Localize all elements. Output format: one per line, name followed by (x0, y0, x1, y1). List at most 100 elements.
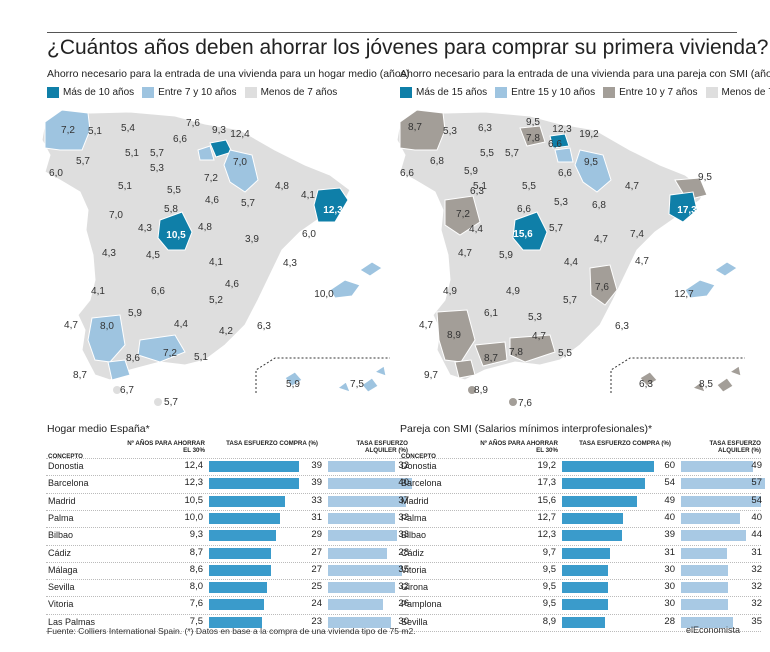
navarra-shape (574, 149, 612, 193)
map-region-value: 6,8 (430, 156, 444, 167)
rent-value: 32 (398, 581, 409, 593)
map-region-value: 4,7 (532, 331, 546, 342)
madrid-shape (157, 211, 193, 251)
rent-value: 37 (398, 494, 409, 506)
map-region-value: 4,7 (419, 320, 433, 331)
row-years: 12,7 (537, 511, 557, 523)
row-years: 7,6 (189, 598, 203, 610)
buy-value: 25 (311, 581, 322, 593)
map-region-value: 4,9 (443, 286, 457, 297)
rent-bar (681, 599, 728, 611)
col-header-years: Nº AÑOS PARA AHORRAR EL 30% (480, 440, 558, 454)
row-divider (46, 527, 408, 529)
rent-value: 49 (751, 460, 762, 471)
row-years: 8,9 (542, 615, 556, 627)
map-left-legend: Más de 10 años Entre 7 y 10 años Menos d… (47, 85, 345, 99)
bilbao-shape (519, 125, 546, 147)
map-region-value: 7,2 (163, 348, 177, 359)
spain-mainland-shape (41, 109, 351, 381)
map-region-value: 5,5 (480, 148, 494, 159)
row-years: 12,3 (537, 529, 557, 541)
map-region-value: 4,7 (635, 256, 649, 267)
rent-bar (681, 564, 728, 576)
buy-value: 28 (664, 615, 675, 627)
row-divider (399, 561, 761, 563)
col-header-rent: TASA ESFUERZO ALQUILER (%) (709, 440, 761, 454)
rent-bar (328, 512, 395, 524)
legend-swatch (495, 86, 508, 98)
legend-swatch (142, 86, 155, 98)
map-left-labels: 7,2 5,1 5,4 7,6 9,3 12,4 6,6 5,7 5,1 7,0 6,0 5,3 5,7… (49, 118, 364, 408)
rent-bar (681, 582, 728, 594)
map-region-value: 7,2 (204, 173, 218, 184)
baleares-shape (329, 261, 383, 299)
rent-bar (681, 547, 727, 559)
map-region-value: 6,6 (548, 139, 562, 150)
row-years: 8,6 (189, 563, 203, 575)
row-divider (399, 579, 761, 581)
rent-bar (328, 530, 397, 542)
map-region-value: 7,2 (61, 125, 75, 136)
map-region-value: 10,0 (314, 289, 334, 300)
buy-value: 30 (664, 563, 675, 575)
map-region-value: 5,7 (164, 397, 178, 408)
map-region-value: 7,6 (595, 282, 609, 293)
map-region-value: 9,7 (424, 370, 438, 381)
row-concept: Cádiz (401, 547, 425, 558)
legend-swatch (603, 86, 616, 98)
map-region-value: 6,3 (257, 321, 271, 332)
map-region-value: 4,7 (625, 181, 639, 192)
rent-value: 44 (751, 529, 762, 541)
map-right-legend: Más de 15 años Entre 15 y 10 años Entre … (400, 85, 770, 99)
row-divider (399, 527, 761, 529)
row-years: 9,7 (542, 546, 556, 558)
rent-bar (681, 530, 746, 542)
row-years: 8,7 (189, 546, 203, 558)
legend-swatch (705, 86, 718, 98)
buy-value: 33 (311, 494, 322, 506)
map-region-value: 5,9 (128, 308, 142, 319)
rent-value: 40 (751, 511, 762, 523)
row-divider (399, 458, 761, 459)
row-years: 15,6 (537, 494, 557, 506)
rent-bar (681, 461, 753, 472)
granada-shape (509, 334, 556, 363)
legend-label: Entre 7 y 10 años (158, 86, 237, 98)
map-region-value: 5,7 (505, 148, 519, 159)
map-region-value: 5,1 (125, 148, 139, 159)
row-divider (399, 492, 761, 494)
vitoria-shape (554, 147, 574, 163)
row-concept: Sevilla (48, 582, 75, 593)
row-divider (399, 596, 761, 598)
rent-value: 32 (751, 598, 762, 610)
map-region-value: 8,5 (699, 379, 713, 390)
row-divider (399, 475, 761, 477)
map-region-value: 3,9 (245, 234, 259, 245)
baleares-shape (684, 261, 738, 299)
map-region-value: 12,4 (230, 129, 250, 140)
rent-bar (328, 582, 395, 594)
row-years: 12,4 (184, 460, 204, 471)
row-divider (46, 561, 408, 563)
map-region-value: 8,7 (73, 370, 87, 381)
malaga-shape (474, 341, 508, 367)
row-concept: Palma (48, 512, 74, 523)
map-region-value: 12,3 (323, 205, 343, 216)
row-concept: Madrid (401, 495, 429, 506)
legend-swatch (47, 86, 59, 98)
map-region-value: 4,3 (138, 223, 152, 234)
map-region-value: 7,6 (186, 118, 200, 129)
footer-source: Fuente: Colliers International Spain. (*… (47, 626, 416, 636)
map-region-value: 9,5 (584, 157, 598, 168)
vitoria-shape (197, 145, 215, 161)
rent-value: 33 (398, 529, 409, 541)
buy-bar (562, 478, 645, 490)
map-region-value: 5,8 (164, 204, 178, 215)
map-region-value: 5,1 (118, 181, 132, 192)
row-concept: Málaga (48, 564, 78, 575)
row-concept: Donostia (48, 461, 84, 471)
row-divider (46, 492, 408, 494)
legend-item: Entre 7 y 10 años (142, 86, 237, 98)
map-region-value: 7,5 (350, 379, 364, 390)
map-region-value: 4,3 (102, 248, 116, 259)
